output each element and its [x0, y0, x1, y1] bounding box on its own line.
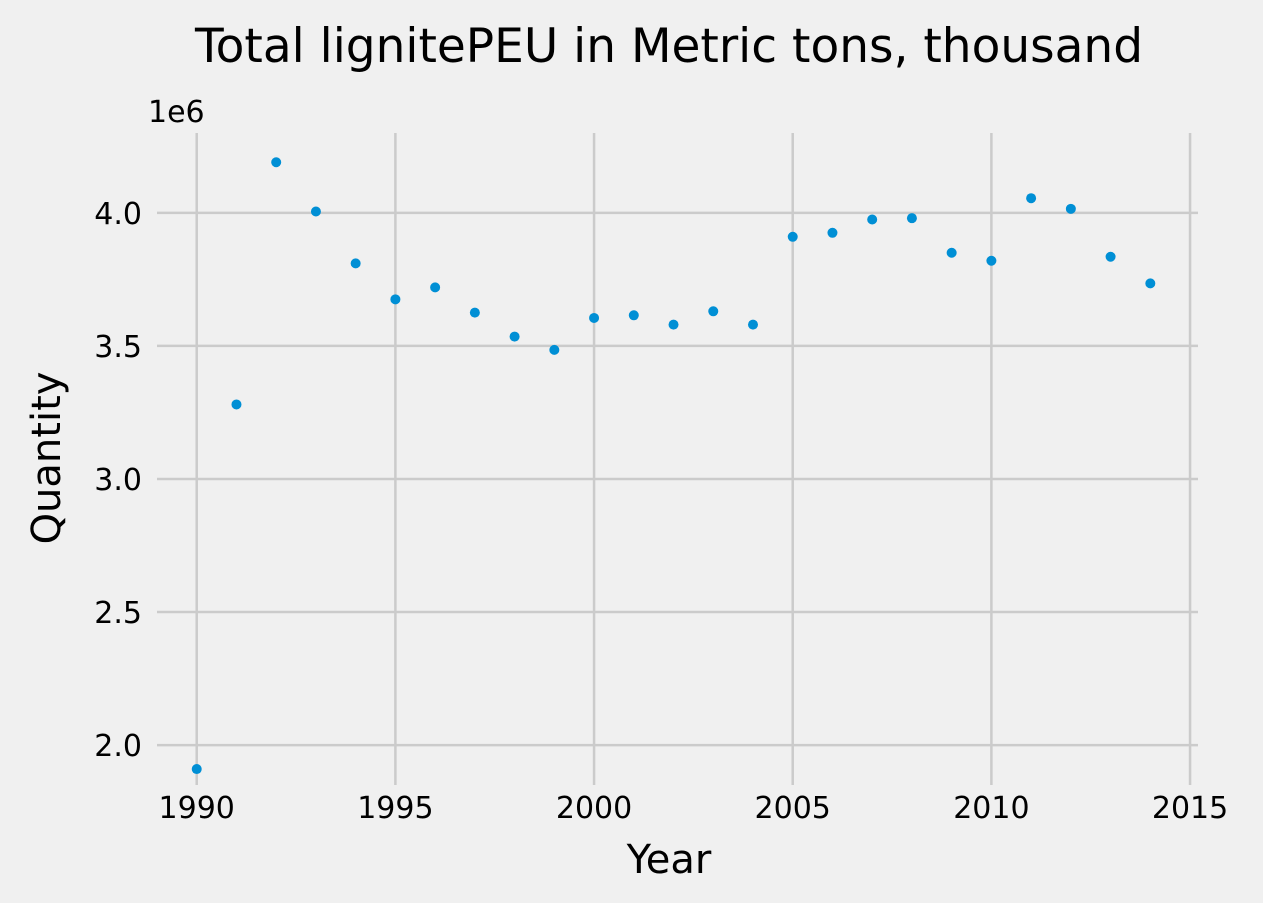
- y-tick-label: 4.0: [94, 197, 142, 232]
- data-point: [589, 312, 600, 323]
- y-grid: [157, 211, 1198, 747]
- y-tick-label: 2.0: [94, 729, 142, 764]
- data-point: [747, 319, 758, 330]
- data-point: [668, 319, 679, 330]
- data-point: [350, 258, 361, 269]
- data-point: [549, 344, 560, 355]
- data-point: [191, 764, 202, 775]
- data-point: [1105, 251, 1116, 262]
- data-point: [827, 227, 838, 238]
- x-tick-label: 1990: [159, 791, 235, 826]
- x-tick-label: 1995: [357, 791, 433, 826]
- data-point: [628, 310, 639, 321]
- data-point: [231, 399, 242, 410]
- data-point: [708, 306, 719, 317]
- data-point: [906, 213, 917, 224]
- data-point: [430, 282, 441, 293]
- data-point: [867, 214, 878, 225]
- data-point: [1065, 203, 1076, 214]
- x-axis-label: Year: [626, 837, 712, 883]
- data-point: [1026, 193, 1037, 204]
- data-point: [986, 255, 997, 266]
- y-multiplier-label: 1e6: [148, 95, 205, 130]
- x-tick-label: 2010: [953, 791, 1029, 826]
- y-tick-labels: 2.0 2.5 3.0 3.5 4.0: [94, 197, 142, 764]
- data-point: [787, 231, 798, 242]
- y-tick-label: 2.5: [94, 596, 142, 631]
- y-tick-label: 3.0: [94, 463, 142, 498]
- x-tick-label: 2000: [556, 791, 632, 826]
- x-tick-label: 2005: [755, 791, 831, 826]
- x-tick-labels: 1990 1995 2000 2005 2010 2015: [159, 791, 1229, 826]
- data-point: [469, 307, 480, 318]
- data-points: [191, 157, 1156, 775]
- y-axis-label: Quantity: [24, 372, 70, 545]
- chart-title: Total lignitePEU in Metric tons, thousan…: [194, 19, 1143, 74]
- data-point: [509, 331, 520, 342]
- x-tick-label: 2015: [1152, 791, 1228, 826]
- data-point: [390, 294, 401, 305]
- data-point: [271, 157, 282, 168]
- data-point: [310, 206, 321, 217]
- data-point: [946, 247, 957, 258]
- y-tick-label: 3.5: [94, 330, 142, 365]
- data-point: [1145, 278, 1156, 289]
